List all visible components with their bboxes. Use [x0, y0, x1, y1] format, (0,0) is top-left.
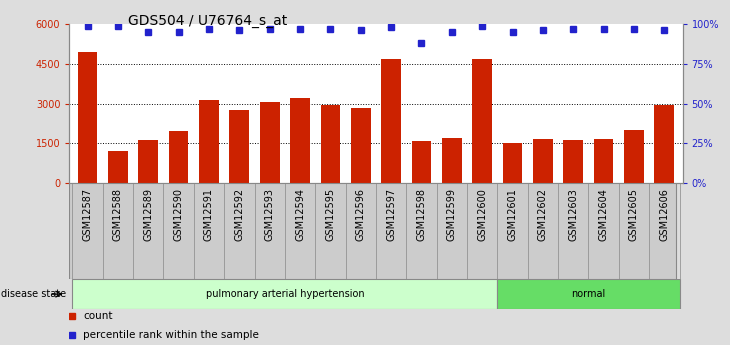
Text: GSM12595: GSM12595 [326, 188, 335, 241]
Bar [564, 140, 583, 183]
Bar [199, 99, 219, 183]
Bar [72, 279, 497, 309]
Text: percentile rank within the sample: percentile rank within the sample [83, 330, 259, 339]
Text: count: count [83, 311, 112, 321]
Bar [412, 140, 431, 183]
Text: disease state: disease state [1, 289, 66, 299]
Bar [497, 279, 680, 309]
Text: GSM12602: GSM12602 [538, 188, 548, 241]
Text: GSM12589: GSM12589 [143, 188, 153, 241]
Bar [624, 130, 644, 183]
Text: GSM12601: GSM12601 [507, 188, 518, 240]
Text: GSM12603: GSM12603 [568, 188, 578, 240]
Bar [351, 108, 371, 183]
Text: GSM12597: GSM12597 [386, 188, 396, 241]
Text: GSM12598: GSM12598 [417, 188, 426, 241]
Bar [77, 52, 97, 183]
Bar [593, 139, 613, 183]
Text: normal: normal [572, 289, 606, 299]
Text: GSM12592: GSM12592 [234, 188, 245, 241]
Bar [533, 139, 553, 183]
Text: GSM12599: GSM12599 [447, 188, 457, 241]
Text: GSM12588: GSM12588 [113, 188, 123, 241]
Bar [229, 110, 249, 183]
Bar [291, 98, 310, 183]
Text: GSM12590: GSM12590 [174, 188, 184, 241]
Bar [472, 59, 492, 183]
Bar [108, 150, 128, 183]
Text: GSM12596: GSM12596 [356, 188, 366, 241]
Bar [169, 131, 188, 183]
Bar [655, 105, 675, 183]
Text: GSM12594: GSM12594 [295, 188, 305, 241]
Text: GDS504 / U76764_s_at: GDS504 / U76764_s_at [128, 14, 287, 28]
Bar [381, 59, 401, 183]
Bar [503, 143, 523, 183]
Bar [139, 140, 158, 183]
Text: GSM12606: GSM12606 [659, 188, 669, 240]
Text: GSM12600: GSM12600 [477, 188, 487, 240]
Bar [260, 102, 280, 183]
Text: GSM12604: GSM12604 [599, 188, 609, 240]
Text: GSM12587: GSM12587 [82, 188, 93, 241]
Text: GSM12605: GSM12605 [629, 188, 639, 241]
Bar [442, 138, 461, 183]
Text: GSM12591: GSM12591 [204, 188, 214, 241]
Text: pulmonary arterial hypertension: pulmonary arterial hypertension [206, 289, 364, 299]
Text: GSM12593: GSM12593 [265, 188, 274, 241]
Bar [320, 105, 340, 183]
